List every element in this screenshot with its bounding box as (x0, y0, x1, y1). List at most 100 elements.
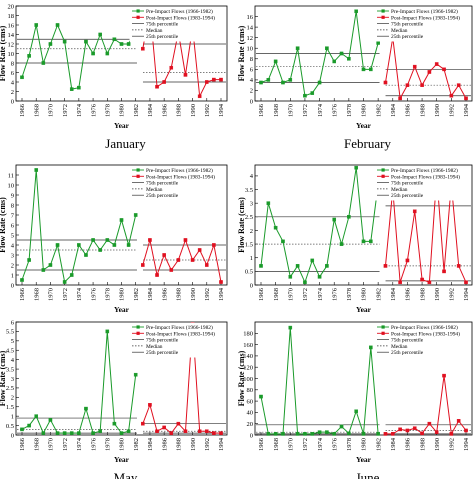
post-impact-point (190, 258, 195, 262)
post-impact-point (162, 80, 166, 84)
x-tick-label: 1982 (375, 438, 382, 451)
y-tick-label: 100 (243, 376, 253, 383)
x-tick-label: 1972 (302, 104, 309, 117)
panel-month-label: May (114, 470, 138, 479)
pre-impact-point (361, 239, 366, 244)
legend-swatch-marker (136, 9, 140, 13)
y-tick-label: 1.5 (6, 404, 14, 411)
pre-impact-point (34, 414, 39, 418)
pre-impact-point (119, 42, 124, 46)
pre-impact-point (69, 87, 74, 91)
x-tick-label: 1980 (361, 438, 368, 451)
legend: Pre-Impact Flows (1966-1982)Post-Impact … (374, 165, 472, 201)
post-impact-point (219, 431, 223, 435)
post-impact-point (383, 80, 388, 85)
x-tick-label: 1994 (218, 287, 225, 301)
x-tick-label: 1990 (190, 104, 197, 117)
x-tick-label: 1968 (33, 288, 40, 301)
x-tick-label: 1982 (375, 288, 382, 301)
pre-impact-point (126, 243, 131, 247)
post-impact-point (464, 280, 468, 285)
legend-entry-label: Median (391, 187, 408, 193)
y-tick-label: 8 (250, 56, 253, 63)
x-tick-label: 1978 (104, 104, 111, 117)
pre-impact-point (303, 93, 307, 98)
x-tick-label: 1986 (161, 437, 168, 451)
x-tick-label: 1986 (161, 287, 168, 301)
legend-swatch-marker (136, 325, 140, 329)
legend-box (129, 165, 227, 201)
y-tick-label: 180 (243, 331, 253, 338)
x-tick-label: 1972 (62, 104, 69, 117)
post-impact-point (141, 46, 145, 51)
pre-impact-point (55, 23, 60, 27)
pre-impact-point (339, 242, 344, 246)
legend-swatch-marker (381, 9, 385, 13)
x-tick-label: 1978 (346, 438, 353, 451)
y-tick-label: 60 (247, 398, 254, 405)
x-tick-label: 1992 (204, 438, 211, 451)
pre-impact-point (310, 91, 315, 95)
panel-month-label: February (344, 136, 391, 151)
legend-entry-label: 25th percentile (146, 193, 179, 199)
y-tick-label: 18 (8, 13, 15, 20)
post-impact-point (442, 269, 446, 274)
pre-impact-point (105, 238, 110, 242)
pre-impact-point (295, 264, 300, 268)
post-impact-point (204, 429, 209, 434)
pre-impact-point (112, 243, 117, 247)
pre-impact-point (98, 429, 102, 434)
legend-swatch-marker (381, 174, 385, 178)
post-impact-point (148, 403, 152, 407)
x-tick-label: 1974 (317, 287, 324, 301)
pre-impact-point (295, 432, 300, 436)
pre-impact-point (332, 59, 337, 64)
y-tick-label: 6 (11, 70, 15, 77)
y-tick-label: 16 (8, 22, 15, 29)
pre-impact-point (354, 409, 358, 414)
y-tick-label: 8 (11, 202, 14, 209)
pre-impact-point (288, 78, 293, 82)
pre-impact-point (55, 431, 60, 435)
legend-entry-label: Median (146, 187, 163, 193)
legend-entry-label: Post-Impact Flows (1983-1994) (391, 14, 460, 21)
post-impact-point (427, 70, 432, 74)
post-impact-point (456, 83, 461, 87)
x-tick-label: 1994 (463, 287, 470, 301)
y-tick-label: 6 (250, 67, 254, 74)
post-impact-point (169, 65, 174, 70)
pre-impact-point (361, 67, 366, 72)
x-tick-label: 1980 (119, 288, 126, 301)
x-tick-label: 1986 (405, 287, 412, 301)
pre-impact-point (48, 418, 53, 422)
y-tick-label: 160 (243, 342, 253, 349)
legend-entry-label: Post-Impact Flows (1983-1994) (391, 330, 460, 337)
x-tick-label: 1978 (104, 288, 111, 301)
pre-impact-point (273, 432, 278, 436)
y-tick-label: 10 (247, 46, 254, 53)
pre-impact-point (34, 23, 39, 27)
pre-impact-point (20, 427, 24, 432)
post-impact-point (204, 80, 209, 84)
x-tick-label: 1990 (190, 288, 197, 301)
y-axis-label: Flow Rate (cms) (0, 25, 7, 81)
pre-impact-point (27, 258, 31, 262)
x-axis-label: Year (114, 121, 130, 130)
pre-impact-point (62, 280, 67, 284)
pre-impact-point (347, 56, 351, 61)
y-tick-label: 6 (11, 222, 15, 229)
legend-entry-label: Pre-Impact Flows (1966-1982) (146, 167, 213, 174)
x-tick-label: 1976 (90, 103, 97, 117)
pre-impact-point (91, 238, 95, 242)
post-impact-point (162, 253, 166, 257)
post-impact-point (197, 429, 202, 434)
pre-impact-point (259, 264, 263, 268)
pre-impact-point (332, 432, 337, 436)
y-tick-label: 1.5 (245, 241, 253, 248)
pre-impact-point (77, 431, 81, 435)
x-tick-label: 1992 (204, 288, 211, 301)
pre-impact-point (126, 429, 131, 434)
x-tick-label: 1972 (302, 288, 309, 301)
x-tick-label: 1968 (273, 438, 280, 451)
y-tick-label: 7 (11, 212, 15, 219)
